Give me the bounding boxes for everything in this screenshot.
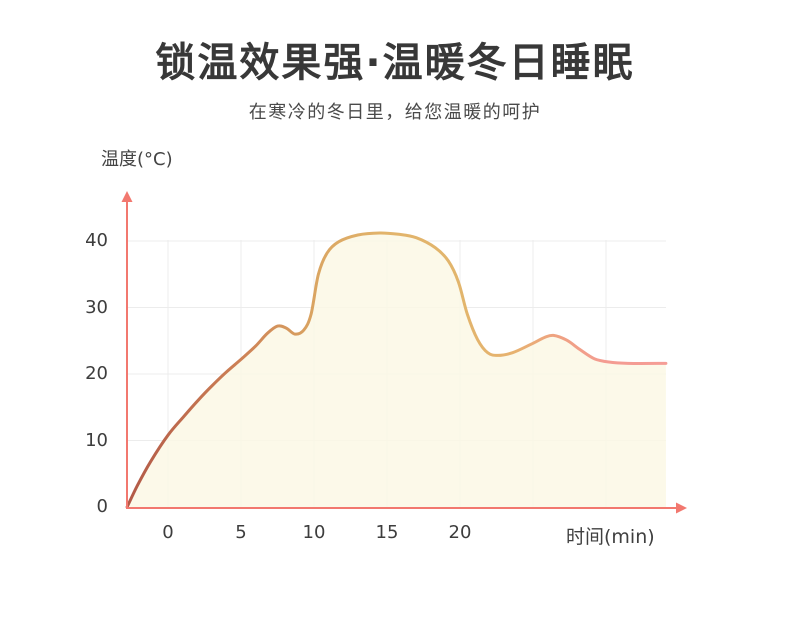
x-tick-label: 0 — [162, 522, 174, 543]
y-tick-label: 40 — [85, 230, 108, 251]
x-tick-label: 5 — [235, 522, 247, 543]
y-tick-label: 0 — [96, 496, 108, 517]
y-tick-label: 30 — [85, 296, 108, 318]
x-tick-label: 15 — [375, 522, 399, 543]
x-axis-arrow-icon — [676, 502, 687, 514]
y-axis-arrow-icon — [121, 191, 133, 202]
y-axis-title: 温度(°C) — [101, 149, 173, 170]
area-fill — [127, 232, 667, 507]
x-axis-title: 时间(min) — [566, 526, 655, 548]
y-tick-label: 20 — [85, 363, 108, 384]
x-tick-label: 10 — [302, 522, 326, 543]
x-tick-label: 20 — [448, 522, 472, 543]
y-tick-label: 10 — [85, 429, 108, 451]
temperature-curve — [125, 231, 668, 509]
page-title: 锁温效果强·温暖冬日睡眠 — [155, 40, 635, 86]
page-subtitle: 在寒冷的冬日里，给您温暖的呵护 — [248, 102, 542, 123]
